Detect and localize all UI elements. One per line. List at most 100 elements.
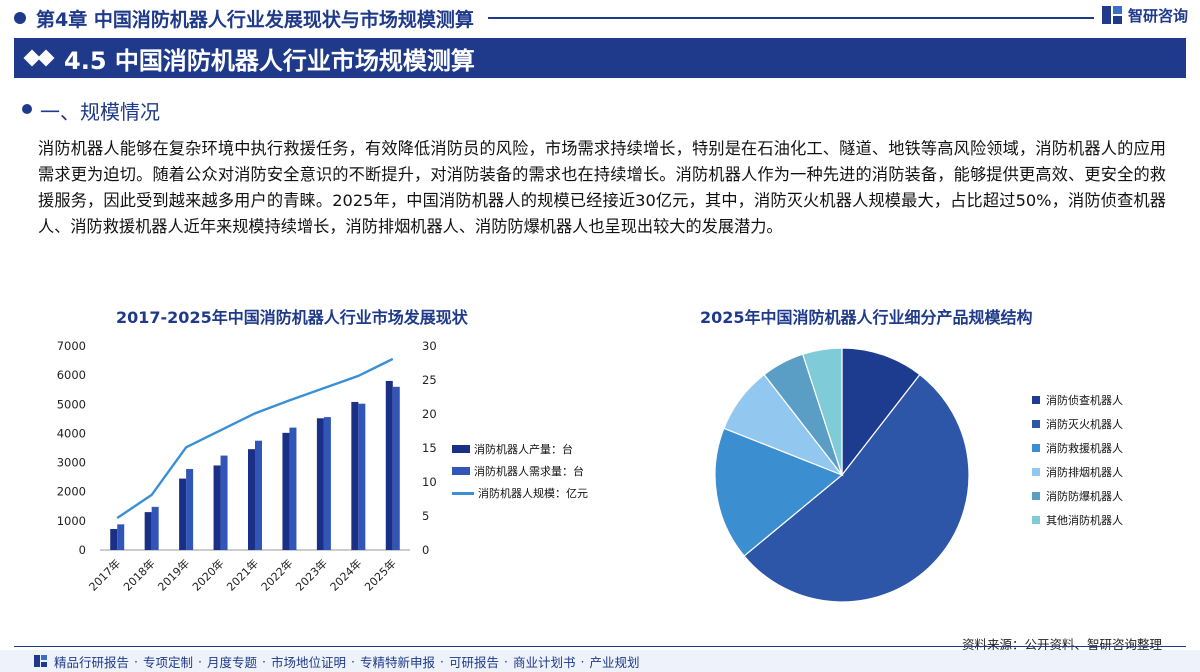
- subheading: 一、规模情况: [40, 100, 160, 124]
- legend-swatch: [1032, 444, 1040, 452]
- pie-slice: [743, 373, 970, 603]
- pie-slice: [714, 427, 844, 557]
- legend-item-slice: 消防排烟机器人: [1032, 460, 1123, 484]
- chapter-divider: [487, 17, 1094, 19]
- y-right-tick-label: 20: [422, 407, 437, 421]
- x-tick-label: 2025年: [361, 556, 398, 593]
- y-left-tick-label: 1000: [57, 514, 86, 528]
- legend-item-demand: 消防机器人需求量：台: [452, 460, 588, 482]
- legend-swatch: [452, 445, 470, 453]
- bar-chart-legend: 消防机器人产量：台 消防机器人需求量：台 消防机器人规模：亿元: [452, 438, 588, 504]
- brand-logo: 智研咨询: [1101, 4, 1188, 26]
- footer-divider: [14, 646, 1186, 647]
- section-title: 4.5 中国消防机器人行业市场规模测算: [64, 46, 475, 75]
- legend-item-production: 消防机器人产量：台: [452, 438, 588, 460]
- footer-separator: ·: [262, 653, 266, 669]
- bar-chart: 0 1000 2000 3000 4000 5000 6000 7000 0 5 10 15 20 25 3…: [57, 339, 437, 594]
- legend-swatch: [452, 491, 474, 495]
- logo-text: 智研咨询: [1127, 6, 1188, 25]
- legend-swatch: [1032, 468, 1040, 476]
- footer-service-item[interactable]: 专精特新申报: [360, 654, 436, 670]
- chapter-dot-icon: [14, 12, 26, 24]
- legend-swatch: [1032, 420, 1040, 428]
- pie-chart-legend: 消防侦查机器人 消防灭火机器人 消防救援机器人 消防排烟机器人 消防防爆机器人 …: [1032, 388, 1123, 532]
- legend-item-slice: 消防防爆机器人: [1032, 484, 1123, 508]
- pie-slice: [801, 347, 843, 476]
- x-tick-label: 2024年: [327, 556, 364, 593]
- legend-item-scale: 消防机器人规模：亿元: [452, 482, 588, 504]
- chapter-title: 第4章 中国消防机器人行业发展现状与市场规模测算: [36, 8, 474, 31]
- footer-logo-icon: [34, 654, 48, 668]
- bar-demand: [117, 524, 125, 550]
- legend-item-slice: 消防灭火机器人: [1032, 412, 1123, 436]
- bar-demand: [151, 506, 159, 550]
- y-right-tick-label: 0: [422, 543, 429, 557]
- bar-production: [213, 465, 221, 550]
- footer-separator: ·: [198, 653, 202, 669]
- footer-service-item[interactable]: 产业规划: [589, 654, 640, 670]
- legend-label: 消防救援机器人: [1046, 442, 1123, 455]
- legend-swatch: [1032, 396, 1040, 404]
- legend-swatch: [1032, 492, 1040, 500]
- x-tick-label: 2018年: [120, 556, 157, 593]
- footer-service-item[interactable]: 可研报告: [449, 654, 500, 670]
- footer-separator: ·: [134, 653, 138, 669]
- legend-label: 消防机器人产量：台: [474, 443, 573, 456]
- footer-separator: ·: [351, 653, 355, 669]
- pie-chart-title: 2025年中国消防机器人行业细分产品规模结构: [700, 308, 1033, 327]
- bar-production: [179, 478, 187, 550]
- footer-separator: ·: [440, 653, 444, 669]
- y-right-tick-label: 10: [422, 475, 437, 489]
- footer-bar: 精品行研报告 · 专项定制 · 月度专题 · 市场地位证明 · 专精特新申报 · 可研报告 · 商业计划…: [0, 650, 1200, 672]
- bar-demand: [186, 468, 194, 550]
- legend-label: 消防排烟机器人: [1046, 466, 1123, 479]
- pie-slice: [841, 347, 921, 477]
- bar-production: [144, 512, 152, 550]
- legend-label: 消防防爆机器人: [1046, 490, 1123, 503]
- source-note: 资料来源：公开资料、智研咨询整理: [961, 637, 1162, 652]
- y-left-tick-label: 4000: [57, 426, 86, 440]
- y-right-tick-label: 5: [422, 509, 429, 523]
- legend-label: 消防机器人需求量：台: [474, 465, 584, 478]
- y-left-tick-label: 6000: [57, 368, 86, 382]
- footer-separator: ·: [504, 653, 508, 669]
- y-right-tick-label: 30: [422, 339, 437, 353]
- x-tick-label: 2017年: [86, 556, 123, 593]
- footer-service-item[interactable]: 专项定制: [143, 654, 194, 670]
- x-tick-label: 2022年: [258, 556, 295, 593]
- legend-item-slice: 其他消防机器人: [1032, 508, 1123, 532]
- subhead-bullet-icon: [22, 104, 32, 114]
- y-left-tick-label: 2000: [57, 485, 86, 499]
- legend-item-slice: 消防救援机器人: [1032, 436, 1123, 460]
- bar-production: [351, 401, 359, 550]
- y-left-tick-label: 0: [79, 543, 86, 557]
- bar-demand: [255, 440, 262, 550]
- x-tick-label: 2020年: [189, 556, 226, 593]
- legend-swatch: [452, 467, 470, 475]
- y-left-tick-label: 3000: [57, 456, 86, 470]
- bar-demand: [392, 386, 400, 550]
- bar-production: [282, 432, 290, 550]
- y-left-tick-label: 5000: [57, 397, 86, 411]
- bar-demand: [220, 455, 228, 550]
- y-left-tick-label: 7000: [57, 339, 86, 353]
- chapter-bar: 第4章 中国消防机器人行业发展现状与市场规模测算: [14, 6, 1094, 31]
- bar-demand: [358, 403, 366, 550]
- bar-production: [385, 380, 393, 550]
- section-header: 4.5 中国消防机器人行业市场规模测算: [14, 38, 1186, 78]
- y-right-tick-label: 15: [422, 441, 437, 455]
- footer-service-item[interactable]: 月度专题: [207, 654, 258, 670]
- bar-demand: [323, 417, 331, 550]
- x-tick-label: 2019年: [155, 556, 192, 593]
- x-tick-label: 2023年: [293, 556, 330, 593]
- legend-label: 其他消防机器人: [1046, 514, 1123, 527]
- x-tick-label: 2021年: [224, 556, 261, 593]
- legend-label: 消防灭火机器人: [1046, 418, 1123, 431]
- footer-service-item[interactable]: 商业计划书: [513, 654, 576, 670]
- footer-service-item[interactable]: 精品行研报告: [54, 654, 130, 670]
- pie-chart: [714, 347, 970, 603]
- logo-icon: [1101, 4, 1124, 26]
- legend-label: 消防机器人规模：亿元: [478, 487, 588, 500]
- footer-service-item[interactable]: 市场地位证明: [271, 654, 347, 670]
- bar-production: [110, 529, 118, 550]
